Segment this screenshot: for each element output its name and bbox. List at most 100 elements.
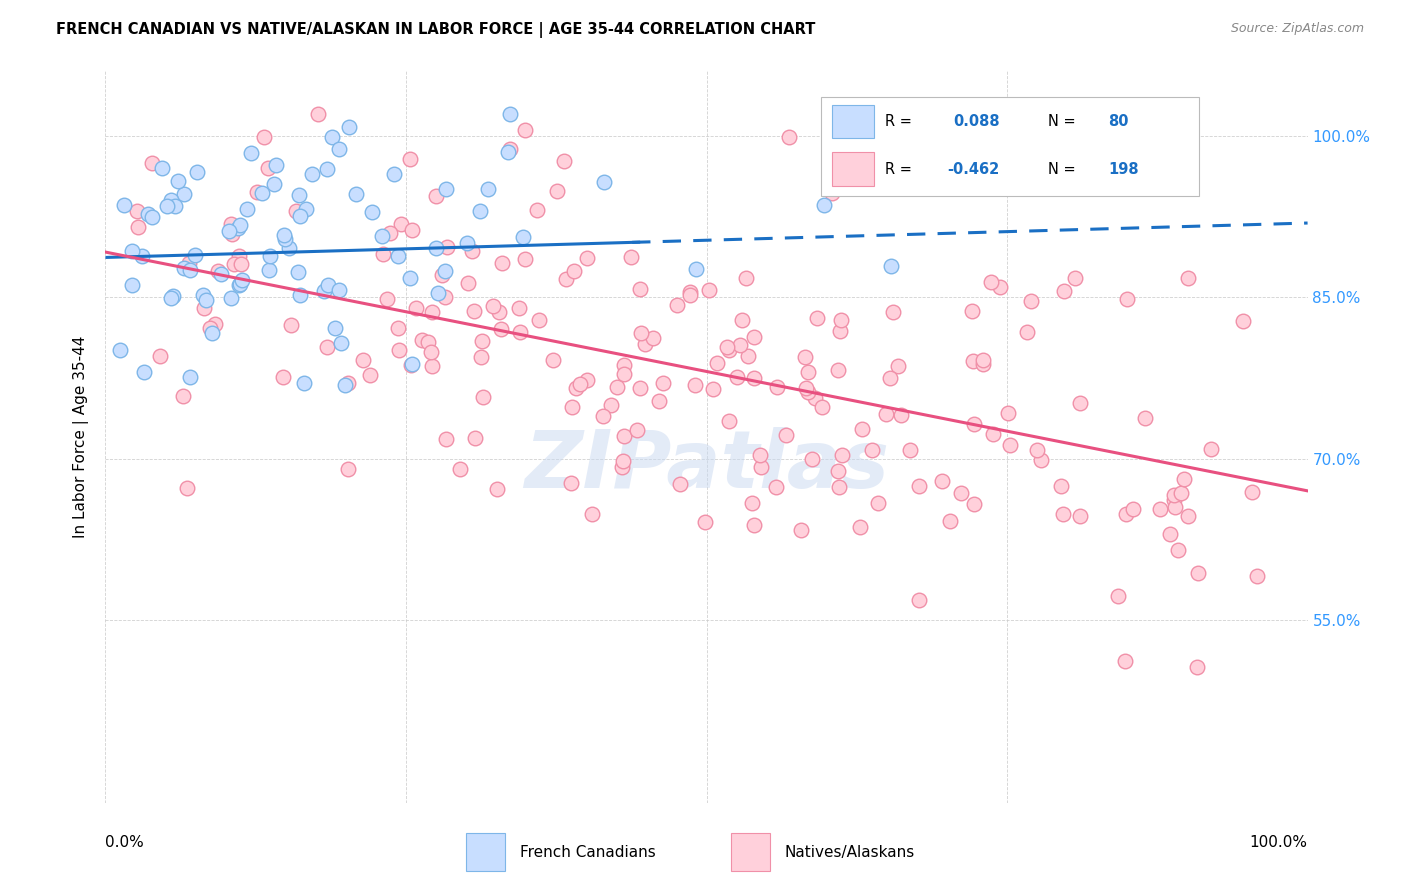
Point [963, 497, 986, 511]
Point [121, 277, 143, 292]
Point [489, 322, 512, 336]
Point [515, 252, 537, 266]
Point [1133, 410, 1156, 425]
Point [630, 326, 652, 341]
Point [678, 288, 700, 302]
Point [741, 496, 763, 510]
Point [165, 199, 187, 213]
Point [931, 475, 953, 489]
Point [830, 313, 852, 327]
Point [201, 326, 224, 341]
Point [284, 204, 307, 219]
Point [226, 220, 249, 235]
Point [271, 370, 294, 384]
Point [457, 277, 479, 291]
Point [191, 288, 214, 302]
Point [810, 400, 832, 414]
Point [377, 292, 399, 306]
Point [1187, 566, 1209, 581]
Point [398, 152, 420, 166]
Point [399, 359, 422, 373]
Point [160, 194, 183, 208]
Point [229, 219, 252, 233]
Point [472, 390, 495, 404]
Point [717, 414, 740, 428]
Point [562, 263, 585, 277]
Point [997, 406, 1019, 420]
Point [1122, 502, 1144, 516]
Point [575, 373, 598, 387]
Point [775, 428, 797, 442]
Point [778, 129, 800, 144]
Point [471, 334, 494, 348]
Point [592, 409, 614, 423]
Point [253, 129, 276, 144]
Point [1199, 442, 1222, 457]
Point [312, 284, 335, 298]
Point [793, 351, 815, 365]
Point [1015, 325, 1038, 339]
Point [162, 289, 184, 303]
Point [797, 384, 820, 399]
Point [648, 394, 671, 409]
Point [1026, 443, 1049, 458]
Point [564, 380, 586, 394]
Point [434, 432, 457, 446]
Point [718, 343, 741, 357]
Point [1069, 509, 1091, 524]
Point [209, 267, 232, 281]
Point [141, 156, 163, 170]
Point [960, 304, 983, 318]
Point [980, 275, 1002, 289]
Point [561, 400, 583, 414]
Point [1064, 270, 1087, 285]
Point [827, 363, 849, 377]
Point [387, 249, 409, 263]
Point [1173, 472, 1195, 486]
Point [790, 523, 813, 537]
Point [1053, 284, 1076, 298]
Point [1116, 293, 1139, 307]
Point [610, 459, 633, 474]
Point [352, 353, 374, 368]
Point [765, 480, 787, 494]
Point [236, 202, 259, 216]
Point [405, 301, 427, 316]
Point [136, 207, 159, 221]
Point [806, 311, 828, 326]
Point [179, 263, 201, 277]
Point [388, 343, 411, 358]
Point [344, 186, 367, 201]
Point [1107, 589, 1129, 603]
Point [1163, 493, 1185, 508]
Point [179, 370, 201, 384]
Point [177, 256, 200, 270]
Point [988, 279, 1011, 293]
Point [432, 268, 454, 282]
Point [389, 217, 412, 231]
Point [508, 301, 530, 316]
Point [456, 236, 478, 251]
Point [399, 270, 422, 285]
Point [706, 356, 728, 370]
Point [288, 188, 311, 202]
Point [301, 167, 323, 181]
Point [228, 278, 250, 293]
Point [613, 368, 636, 382]
Point [827, 480, 849, 494]
Point [972, 357, 994, 371]
Point [496, 145, 519, 160]
Point [470, 350, 492, 364]
Point [295, 202, 318, 216]
Point [679, 285, 702, 300]
Point [612, 358, 634, 372]
Point [619, 250, 641, 264]
Point [766, 380, 789, 394]
Point [831, 448, 853, 462]
Point [288, 288, 311, 302]
Point [263, 177, 285, 191]
Point [735, 271, 758, 285]
Point [626, 423, 648, 437]
Point [176, 481, 198, 495]
Point [633, 336, 655, 351]
